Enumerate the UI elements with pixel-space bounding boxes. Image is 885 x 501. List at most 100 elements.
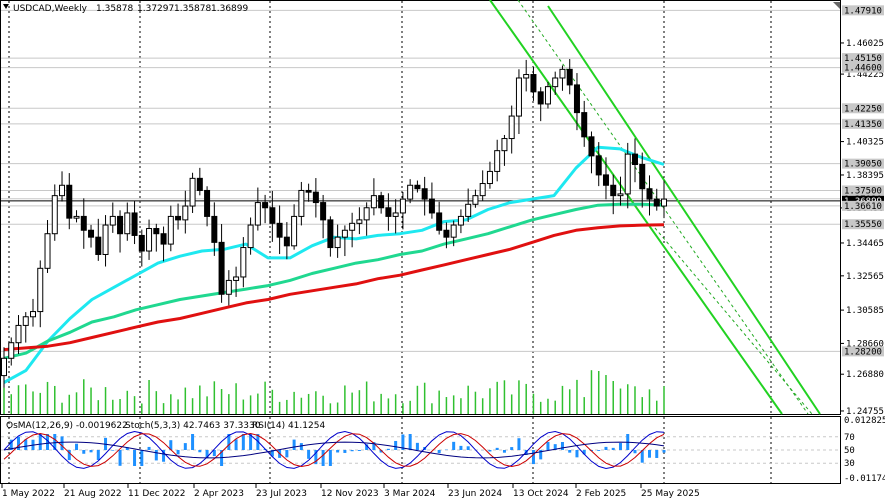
- time-label: 23 Jun 2024: [448, 489, 502, 499]
- candle-body: [109, 215, 116, 226]
- osc-axis-label: 70: [844, 433, 855, 443]
- candle-body: [602, 174, 609, 186]
- price-axis: 1.460251.442251.403251.383951.364901.344…: [840, 5, 884, 417]
- candle-body: [283, 236, 290, 247]
- candle-body: [153, 228, 160, 235]
- candle-body: [479, 183, 486, 197]
- osc-axis-label: 0.012825: [844, 416, 885, 426]
- candle-body: [414, 184, 421, 190]
- price-tick-label: 1.34465: [846, 239, 884, 249]
- candle-body: [581, 112, 588, 138]
- candle-body: [262, 202, 269, 209]
- candle-body: [211, 215, 218, 243]
- time-axis: 1 May 2022 21 Aug 2022 11 Dec 2022 2 Apr 20…: [1, 484, 700, 499]
- price-tick-label: 1.24755: [846, 407, 884, 417]
- time-label: 12 Nov 2023: [321, 489, 379, 499]
- price-tick-label: 1.28660: [846, 339, 884, 349]
- level-label: 1.37500: [844, 186, 882, 196]
- channel-lower-line: [489, 0, 783, 415]
- candle-body: [443, 229, 450, 238]
- candle-body: [653, 198, 660, 207]
- candle-body: [66, 184, 73, 219]
- candle-body: [305, 189, 312, 193]
- symbol-name: USDCAD,Weekly: [13, 4, 88, 14]
- candle-body: [1, 357, 7, 377]
- oscillator-line: [3, 441, 665, 459]
- candle-body: [392, 212, 399, 217]
- osma-label: OsMA(12,26,9) -0.0019622: [6, 421, 128, 431]
- candle-body: [51, 195, 58, 235]
- candle-body: [624, 153, 631, 195]
- candles: [1, 59, 667, 388]
- oscillator-labels: OsMA(12,26,9) -0.0019622 Stoch(5,3,3) 42…: [6, 421, 325, 431]
- candle-body: [595, 155, 602, 176]
- candle-body: [610, 184, 617, 197]
- candle-body: [95, 236, 102, 255]
- candle-body: [544, 86, 551, 105]
- candle-body: [240, 247, 247, 278]
- candle-body: [233, 276, 240, 281]
- osc-axis-label: 30: [844, 459, 855, 469]
- candle-body: [501, 138, 508, 152]
- candle-body: [523, 74, 530, 79]
- candle-body: [15, 324, 22, 344]
- open-value: 1.35878: [96, 4, 133, 14]
- channel-mid-line: [517, 0, 809, 415]
- candle-body: [312, 191, 319, 204]
- low-value: 1.35878: [174, 4, 211, 14]
- candle-body: [160, 233, 167, 245]
- candle-body: [37, 267, 44, 313]
- level-label-bg: [842, 200, 884, 211]
- candle-body: [508, 115, 515, 140]
- moving-average-line: [3, 223, 665, 352]
- candle-body: [450, 224, 457, 238]
- level-label-bg: [842, 53, 884, 64]
- candle-body: [341, 229, 348, 238]
- candle-body: [370, 195, 377, 209]
- candle-body: [465, 203, 472, 217]
- candle-body: [537, 91, 544, 105]
- candle-body: [327, 219, 334, 249]
- trend-channel: [489, 0, 821, 415]
- candle-body: [457, 215, 464, 226]
- price-tick-label: 1.44225: [846, 70, 884, 80]
- oscillator-line: [3, 432, 665, 468]
- candle-body: [639, 164, 646, 190]
- candle-body: [80, 215, 87, 231]
- price-tick-label: 1.32565: [846, 272, 884, 282]
- candle-body: [436, 212, 443, 231]
- candle-body: [131, 212, 138, 236]
- price-tick-label: 1.38395: [846, 171, 884, 181]
- candle-body: [218, 241, 225, 295]
- moving-average-line: [3, 202, 665, 360]
- candle-body: [247, 224, 254, 249]
- candle-body: [8, 342, 15, 359]
- time-label: 23 Jul 2023: [256, 489, 307, 499]
- candle-body: [566, 68, 573, 86]
- chart-shift-icon[interactable]: [833, 2, 840, 9]
- candle-body: [573, 84, 580, 114]
- candle-body: [472, 195, 479, 205]
- oscillators: 0.012825 70 50 30 -0.011743: [1, 416, 885, 484]
- candle-body: [117, 215, 124, 235]
- candle-body: [486, 170, 493, 185]
- level-label: 1.42250: [844, 104, 882, 114]
- candle-body: [320, 202, 327, 221]
- level-label-bg: [842, 62, 884, 73]
- candle-body: [59, 184, 66, 197]
- candle-body: [428, 198, 435, 214]
- candle-body: [102, 224, 109, 255]
- level-label: 1.45150: [844, 54, 882, 64]
- candle-body: [22, 316, 29, 326]
- candle-body: [515, 77, 522, 117]
- candle-body: [378, 195, 385, 209]
- candle-body: [204, 189, 211, 217]
- osc-axis-label: -0.011743: [844, 474, 885, 484]
- horizontal-levels: [1, 9, 840, 352]
- candle-body: [588, 136, 595, 157]
- candle-body: [421, 188, 428, 200]
- candle-body: [559, 68, 566, 79]
- candle-body: [646, 188, 653, 200]
- candle-body: [30, 311, 37, 318]
